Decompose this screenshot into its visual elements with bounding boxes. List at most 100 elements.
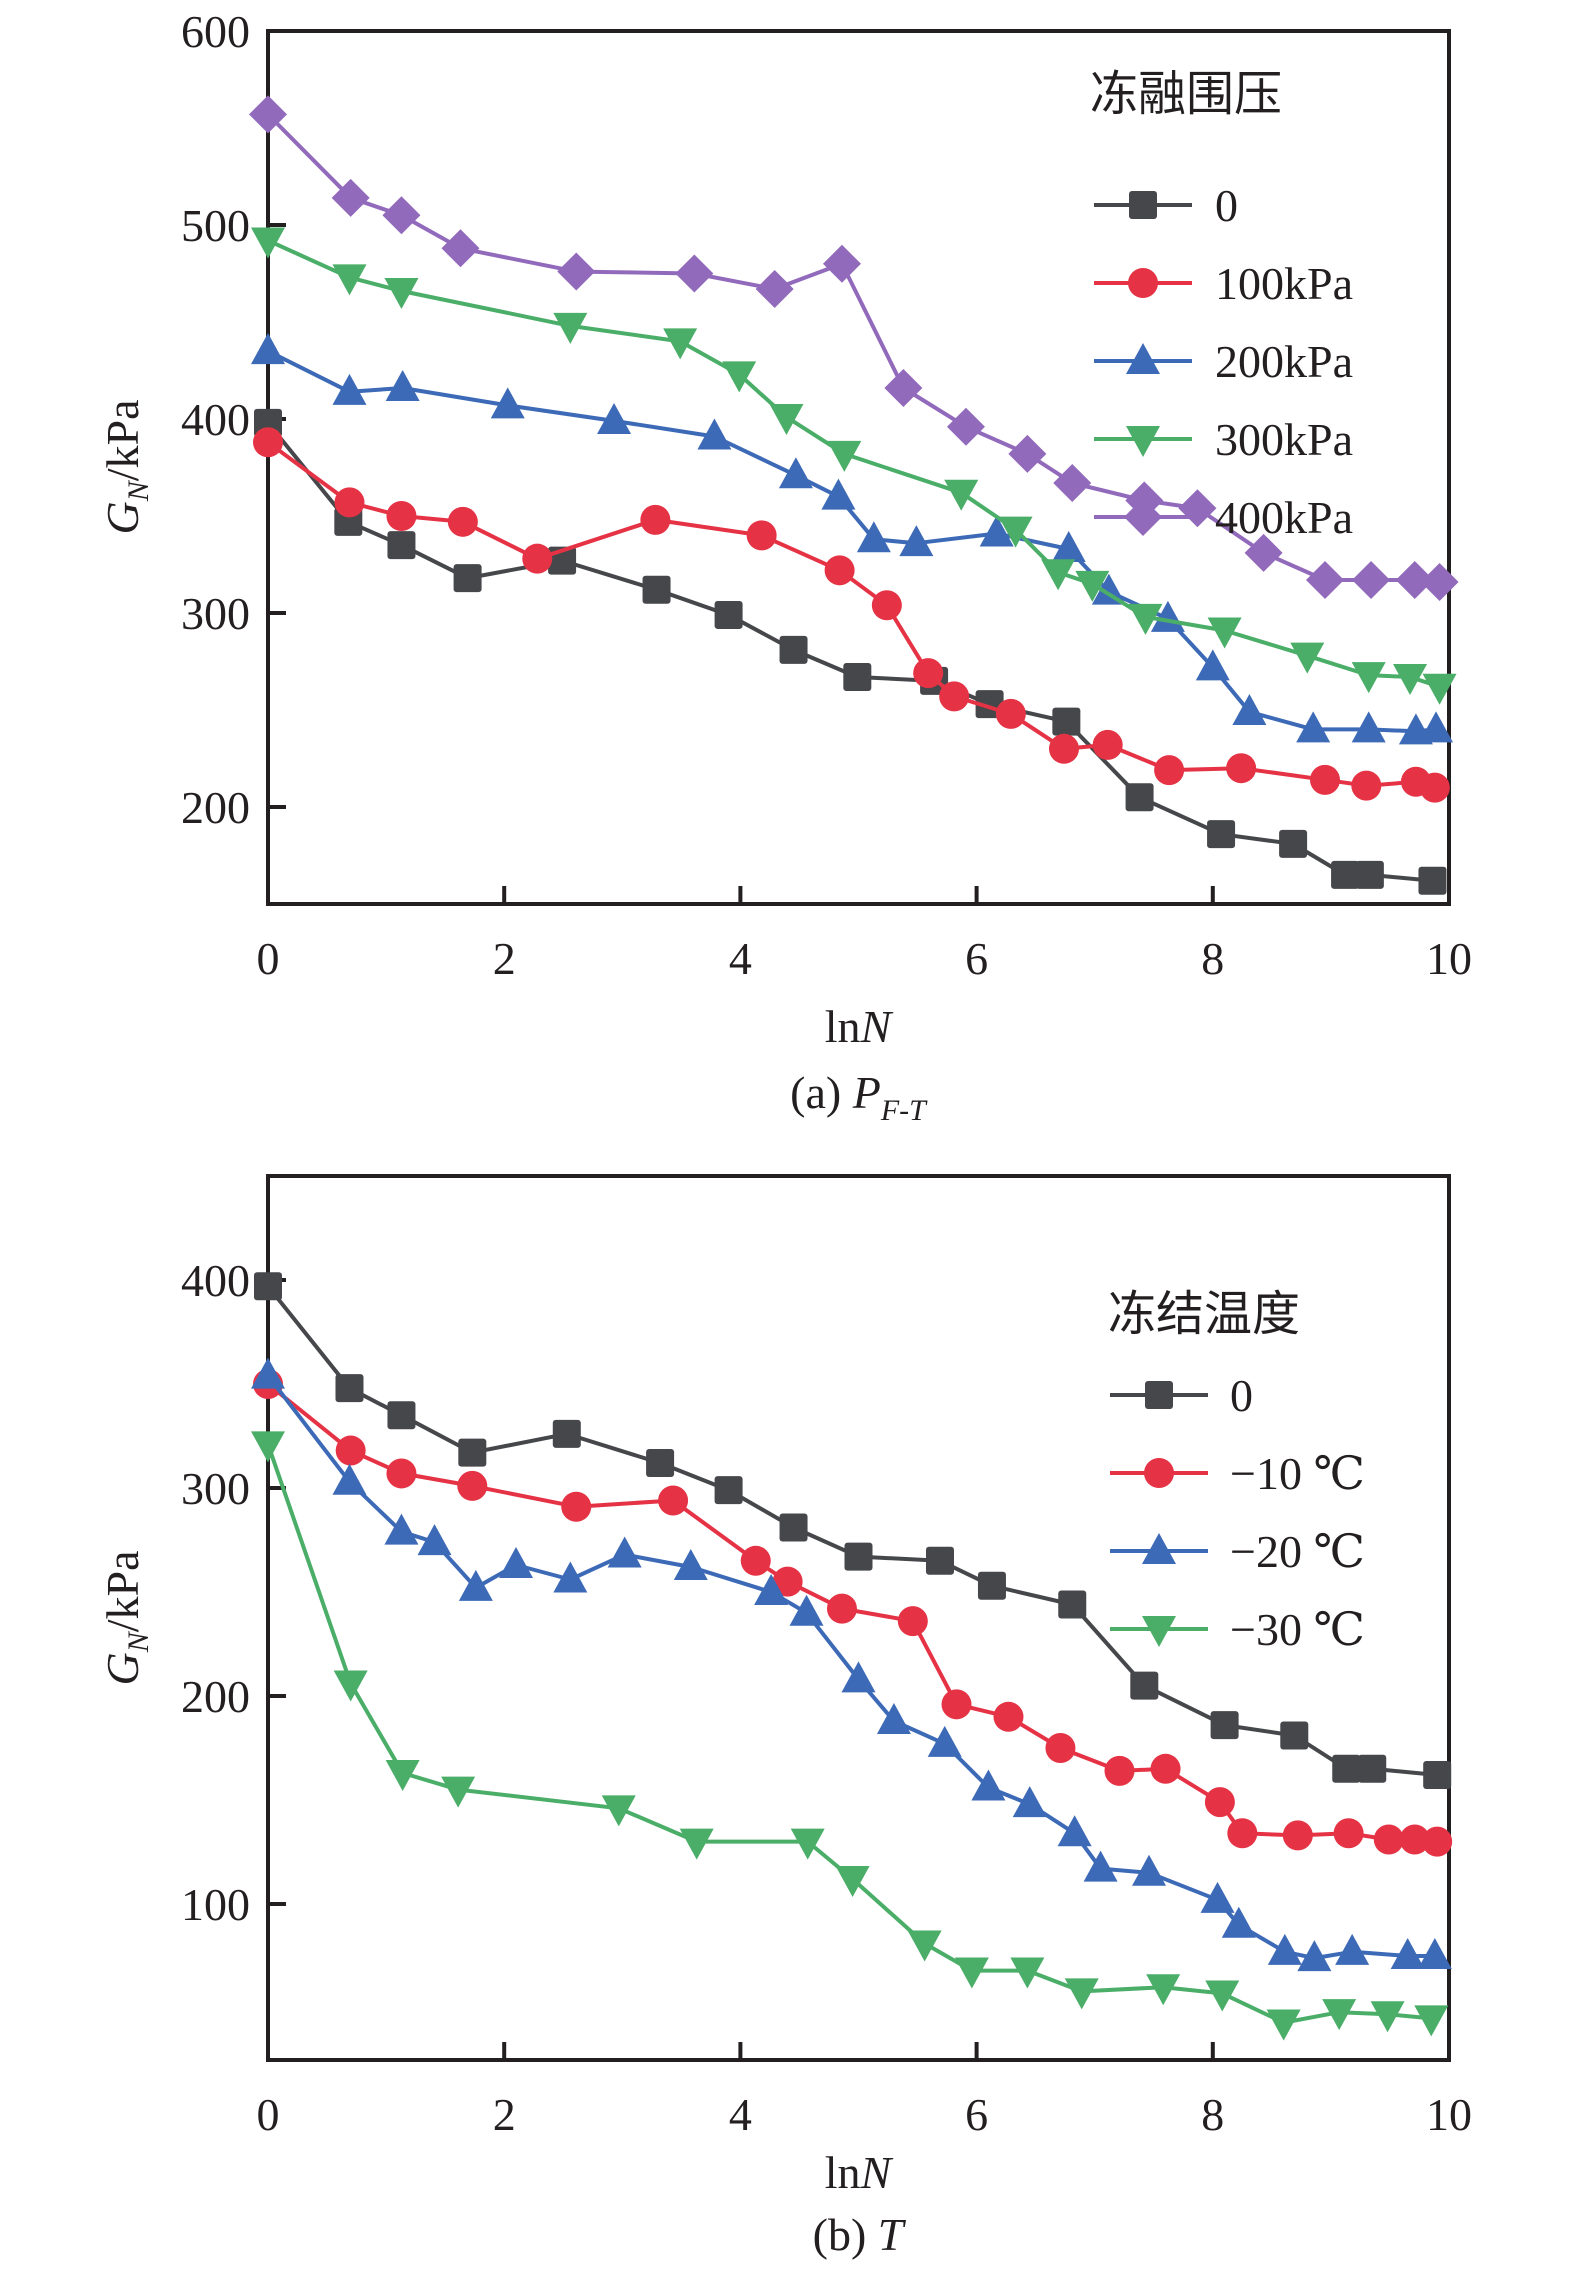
legend-entry: 400kPa [1094,492,1353,543]
data-point [913,658,944,689]
data-point [1051,530,1086,562]
data-point [1279,829,1308,858]
data-point [1351,662,1386,694]
data-point [1332,1754,1361,1783]
data-point [384,1513,419,1545]
data-point [1309,764,1340,795]
x-tick-label: 10 [1426,933,1472,984]
legend-entry: −30 ℃ [1110,1604,1365,1655]
data-point [447,506,478,537]
data-point [1130,1671,1159,1700]
data-point [907,1930,942,1962]
data-point [249,95,287,134]
data-point [1290,642,1325,674]
data-point [679,1828,714,1860]
x-tick-label: 4 [729,933,752,984]
data-point [1064,1978,1099,2010]
x-axis-ticks: 0 2 4 6 8 10 [257,2042,1472,2140]
data-point [754,1574,789,1605]
data-point [597,402,632,434]
data-point [697,418,732,450]
series-1 [253,1369,1453,1857]
series-0 [254,1272,1452,1790]
data-point [841,1661,876,1693]
data-point [331,178,370,217]
data-point [1221,1906,1256,1938]
data-point [417,1524,452,1556]
data-point [746,520,777,551]
data-point [1393,664,1428,696]
data-point [821,478,856,510]
data-point [843,663,872,692]
data-point [458,1438,487,1467]
legend-label: −20 ℃ [1230,1526,1365,1577]
data-point [939,681,970,712]
data-point [646,1449,675,1478]
legend: 冻结温度 0 −10 ℃ −20 ℃ −30 ℃ [1108,1286,1365,1655]
data-point [553,312,588,344]
data-point [1200,1881,1235,1913]
data-point [387,531,416,560]
data-point [1395,561,1434,600]
x-tick-label: 2 [493,2089,516,2140]
data-point [1125,783,1154,812]
data-point [1352,561,1391,600]
legend-label: 300kPa [1215,414,1353,465]
data-point [1418,866,1447,895]
legend-label: 400kPa [1215,492,1353,543]
data-point [1132,1854,1167,1886]
caption-var: P [852,1067,881,1118]
data-point [332,264,367,296]
y-axis-title-sub: N [122,1630,155,1653]
data-point [1417,1938,1452,1969]
data-point [977,1571,1006,1600]
data-point [1045,1733,1076,1763]
data-point [386,501,417,531]
data-point [876,1702,911,1734]
data-point [856,521,891,553]
data-point [884,368,923,407]
y-axis-title-sub: N [122,479,155,502]
data-point [1091,573,1126,605]
caption-sub: F-T [880,1094,928,1127]
data-point [457,1470,488,1501]
legend-title: 冻融围压 [1090,66,1282,122]
data-point [1370,2001,1405,2033]
plot-frame [266,29,1451,906]
data-point [826,1593,857,1624]
caption-a: (a) PF-T [790,1067,928,1127]
y-axis-ticks: 200 300 400 500 600 [181,6,286,833]
data-point [995,698,1026,729]
legend-label: −10 ℃ [1230,1448,1365,1499]
x-tick-label: 4 [729,2089,752,2140]
legend-entry: 200kPa [1094,336,1353,387]
data-point [1333,1818,1364,1849]
data-point [1150,1753,1181,1784]
data-point [779,1513,808,1542]
data-point [755,270,794,309]
legend-label: 0 [1230,1370,1253,1421]
y-axis-title-unit: /kPa [97,399,148,481]
legend-entry: 300kPa [1094,414,1353,465]
data-point [1075,570,1110,602]
y-tick-label: 300 [181,588,250,639]
y-tick-label: 500 [181,200,250,251]
data-point [1422,673,1457,705]
y-axis-ticks: 100 200 300 400 [181,1255,286,1930]
data-point [384,277,419,309]
data-point [1414,2005,1449,2037]
data-point [740,1545,771,1576]
legend-marker [1145,1381,1173,1409]
x-tick-label: 2 [493,933,516,984]
data-point [1083,1850,1118,1882]
data-point [663,328,698,360]
data-point [714,1476,743,1505]
data-point [1204,1787,1235,1818]
data-point [658,1485,689,1516]
y-axis-title: GN/kPa [97,1550,155,1685]
data-point [333,1670,368,1702]
data-point [675,254,714,293]
data-point [778,457,813,489]
data-point [441,1776,476,1808]
data-point [1052,707,1081,736]
